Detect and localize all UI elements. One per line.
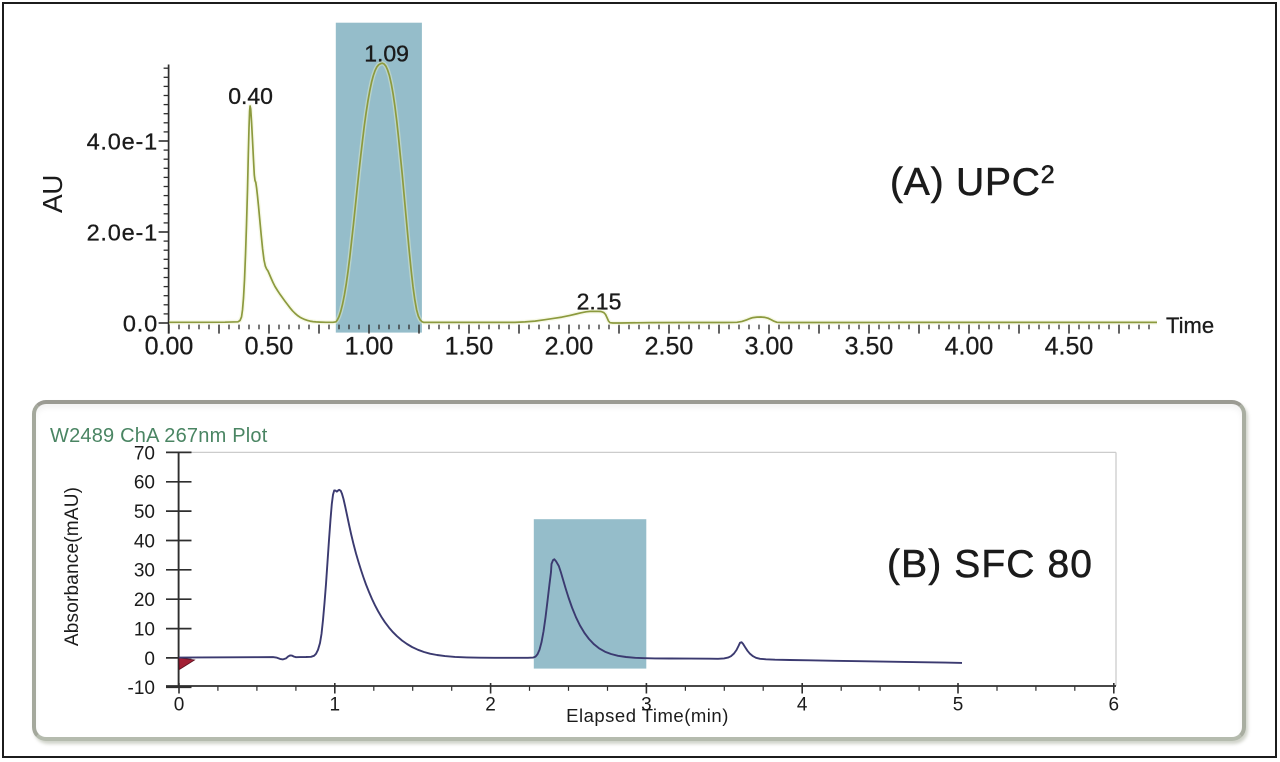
svg-text:2.0e-1: 2.0e-1 <box>87 220 158 246</box>
svg-text:Elapsed Time(min): Elapsed Time(min) <box>566 705 729 726</box>
svg-text:4.0e-1: 4.0e-1 <box>87 129 158 155</box>
svg-text:-10: -10 <box>128 678 155 699</box>
svg-text:5: 5 <box>953 695 964 716</box>
svg-text:0: 0 <box>144 649 155 670</box>
svg-text:2.15: 2.15 <box>577 288 622 314</box>
svg-text:1.00: 1.00 <box>345 333 394 361</box>
svg-text:6: 6 <box>1109 695 1120 716</box>
svg-text:30: 30 <box>134 561 155 582</box>
svg-text:0.00: 0.00 <box>145 333 194 361</box>
svg-text:10: 10 <box>134 620 155 641</box>
svg-text:0.50: 0.50 <box>245 333 294 361</box>
svg-text:0: 0 <box>174 695 185 716</box>
svg-text:(B) SFC 80: (B) SFC 80 <box>887 543 1093 586</box>
svg-text:3: 3 <box>641 695 652 716</box>
svg-text:3.50: 3.50 <box>845 333 894 361</box>
svg-text:2.50: 2.50 <box>645 333 694 361</box>
svg-text:4.50: 4.50 <box>1045 333 1094 361</box>
svg-text:Time: Time <box>1166 313 1214 338</box>
svg-text:W2489 ChA 267nm Plot: W2489 ChA 267nm Plot <box>50 425 268 447</box>
svg-text:1.09: 1.09 <box>364 41 409 67</box>
svg-text:AU: AU <box>37 175 68 213</box>
svg-text:2: 2 <box>485 695 496 716</box>
svg-text:0.0: 0.0 <box>123 311 158 337</box>
svg-text:4: 4 <box>797 695 808 716</box>
svg-text:70: 70 <box>134 443 155 464</box>
svg-text:20: 20 <box>134 590 155 611</box>
svg-text:3.00: 3.00 <box>745 333 794 361</box>
svg-text:2.00: 2.00 <box>545 333 594 361</box>
svg-text:0.40: 0.40 <box>228 83 273 109</box>
svg-text:1.50: 1.50 <box>445 333 494 361</box>
svg-text:40: 40 <box>134 531 155 552</box>
svg-text:60: 60 <box>134 473 155 494</box>
svg-text:4.00: 4.00 <box>945 333 994 361</box>
svg-text:50: 50 <box>134 502 155 523</box>
svg-text:1: 1 <box>330 695 341 716</box>
svg-text:Absorbance(mAU): Absorbance(mAU) <box>62 487 83 646</box>
svg-text:(A) UPC2: (A) UPC2 <box>890 161 1055 204</box>
